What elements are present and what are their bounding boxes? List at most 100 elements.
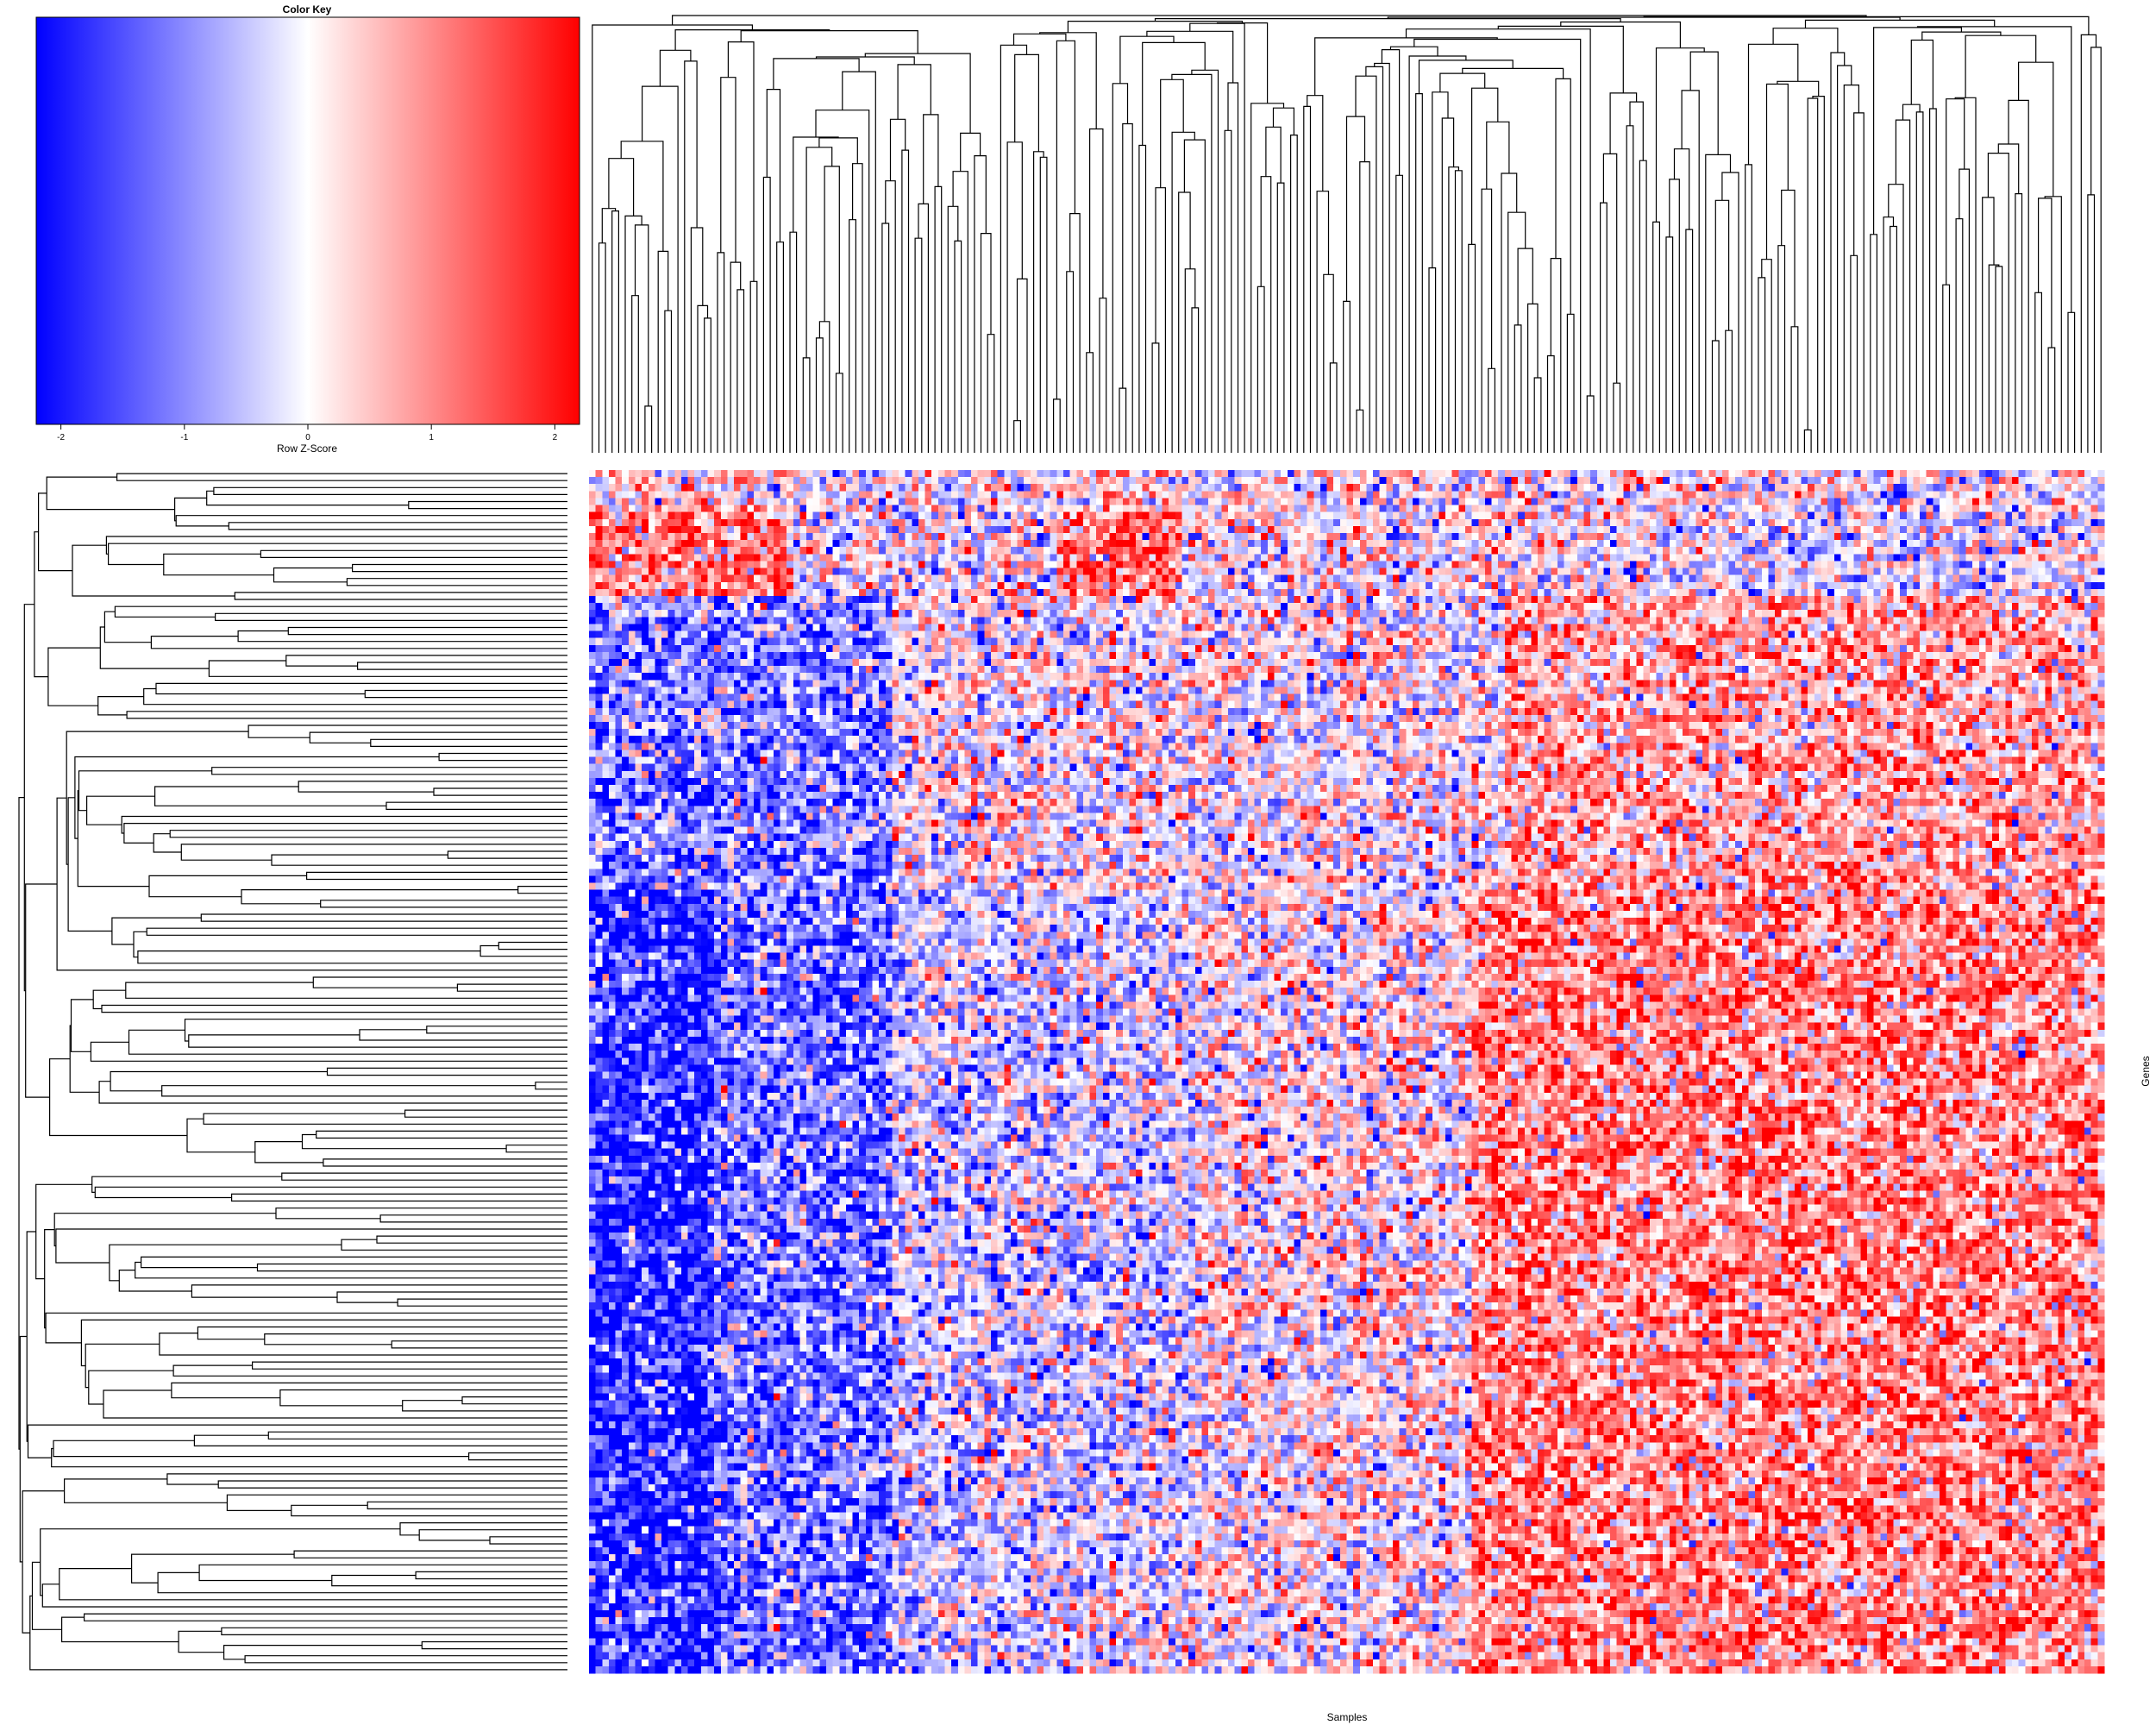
dendrogram-branch: [1749, 44, 1798, 165]
dendrogram-branch: [819, 138, 857, 164]
dendrogram-branch: [636, 225, 649, 406]
dendrogram-branch: [1366, 66, 1383, 453]
dendrogram-branch: [1603, 154, 1616, 383]
dendrogram-branch: [645, 406, 652, 453]
dendrogram-branch: [898, 65, 931, 119]
dendrogram-branch: [360, 1030, 567, 1040]
dendrogram-branch: [405, 1110, 567, 1117]
dendrogram-branch: [1449, 167, 1459, 453]
dendrogram-branch: [1034, 152, 1044, 453]
dendrogram-branch: [1713, 341, 1720, 453]
dendrogram-branch: [843, 72, 876, 453]
dendrogram-branch: [1123, 124, 1132, 454]
dendrogram-branch: [935, 186, 942, 453]
dendrogram-branch: [2015, 194, 2022, 453]
dendrogram-branch: [79, 771, 212, 811]
dendrogram-branch: [176, 516, 567, 526]
dendrogram-branch: [1120, 36, 1174, 84]
dendrogram-branch: [2039, 198, 2052, 348]
dendrogram-branch: [34, 532, 48, 677]
dendrogram-branch: [392, 1341, 567, 1348]
dendrogram-branch: [365, 691, 567, 698]
dendrogram-branch: [1185, 269, 1195, 453]
dendrogram-branch: [1644, 16, 2089, 34]
dendrogram-branch: [1653, 222, 1660, 453]
dendrogram-branch: [1813, 97, 1824, 453]
dendrogram-branch: [162, 1086, 567, 1096]
dendrogram-branch: [705, 318, 711, 453]
dendrogram-branch: [400, 1523, 567, 1535]
dendrogram-branch: [1989, 265, 1999, 453]
dendrogram-branch: [106, 536, 567, 554]
dendrogram-branch: [1070, 214, 1080, 453]
dendrogram-branch: [1758, 278, 1765, 453]
dendrogram-branch: [675, 30, 830, 51]
dendrogram-branch: [260, 550, 567, 557]
dendrogram-branch: [416, 1571, 567, 1578]
dendrogram-branch: [235, 593, 567, 599]
dendrogram-branch: [1090, 129, 1103, 353]
dendrogram-branch: [337, 1292, 567, 1302]
dendrogram-branch: [78, 791, 149, 887]
dendrogram-branch: [1391, 47, 1438, 56]
dendrogram-branch: [1456, 171, 1463, 453]
dendrogram-branch: [303, 1135, 507, 1149]
dendrogram-branch: [774, 59, 859, 90]
dendrogram-branch: [981, 234, 992, 453]
dendrogram-branch: [1469, 244, 1476, 453]
dendrogram-branch: [53, 1440, 469, 1456]
color-key-label: Row Z-Score: [277, 442, 337, 455]
dendrogram-branch: [1007, 142, 1022, 453]
dendrogram-branch: [1943, 285, 1950, 453]
dendrogram-branch: [1851, 255, 1858, 453]
dendrogram-branch: [26, 884, 57, 1097]
dendrogram-branch: [741, 31, 918, 54]
dendrogram-branch: [1139, 146, 1146, 454]
dendrogram-branch: [1567, 314, 1574, 453]
dendrogram-branch: [1396, 175, 1403, 453]
dendrogram-branch: [665, 310, 672, 453]
dendrogram-branch: [1918, 27, 2071, 312]
dendrogram-branch: [1261, 177, 1271, 453]
dendrogram-branch: [112, 918, 201, 944]
dendrogram-branch: [110, 1245, 342, 1281]
dendrogram-branch: [87, 796, 155, 825]
dendrogram-branch: [1844, 85, 1858, 453]
dendrogram-branch: [194, 1435, 567, 1446]
dendrogram-branch: [134, 932, 147, 957]
dendrogram-branch: [1409, 56, 1466, 453]
dendrogram-branch: [274, 568, 353, 582]
dendrogram-branch: [1056, 41, 1075, 399]
dendrogram-branch: [60, 1569, 567, 1600]
dendrogram-branch: [1762, 260, 1771, 453]
dendrogram-branch: [1808, 98, 1818, 453]
dendrogram-branch: [1782, 191, 1795, 327]
dendrogram-branch: [2035, 292, 2042, 453]
dendrogram-branch: [1407, 29, 1591, 396]
row-dendrogram: [19, 474, 567, 1670]
dendrogram-branch: [191, 1285, 567, 1297]
dendrogram-branch: [469, 1453, 567, 1460]
dendrogram-branch: [268, 1432, 567, 1439]
dendrogram-branch: [1965, 35, 2036, 97]
dendrogram-branch: [291, 1505, 567, 1515]
dendrogram-branch: [434, 788, 567, 795]
dendrogram-branch: [819, 322, 829, 453]
dendrogram-branch: [1690, 52, 1718, 154]
dendrogram-branch: [824, 166, 839, 373]
dendrogram-branch: [1706, 154, 1731, 453]
dendrogram-branch: [65, 1479, 228, 1502]
dendrogram-branch: [853, 164, 862, 453]
dendrogram-branch: [1347, 116, 1365, 301]
dendrogram-branch: [47, 477, 174, 510]
dendrogram-branch: [294, 1551, 567, 1558]
dendrogram-branch: [1777, 81, 1819, 96]
dendrogram-branch: [498, 943, 567, 950]
dendrogram-branch: [342, 1239, 567, 1250]
dendrogram-branch: [1874, 28, 1962, 235]
dendrogram-branch: [1639, 160, 1646, 453]
dendrogram-branch: [119, 1270, 191, 1291]
dendrogram-branch: [612, 211, 619, 453]
dendrogram-branch: [98, 697, 144, 715]
dendrogram-branch: [209, 661, 567, 676]
